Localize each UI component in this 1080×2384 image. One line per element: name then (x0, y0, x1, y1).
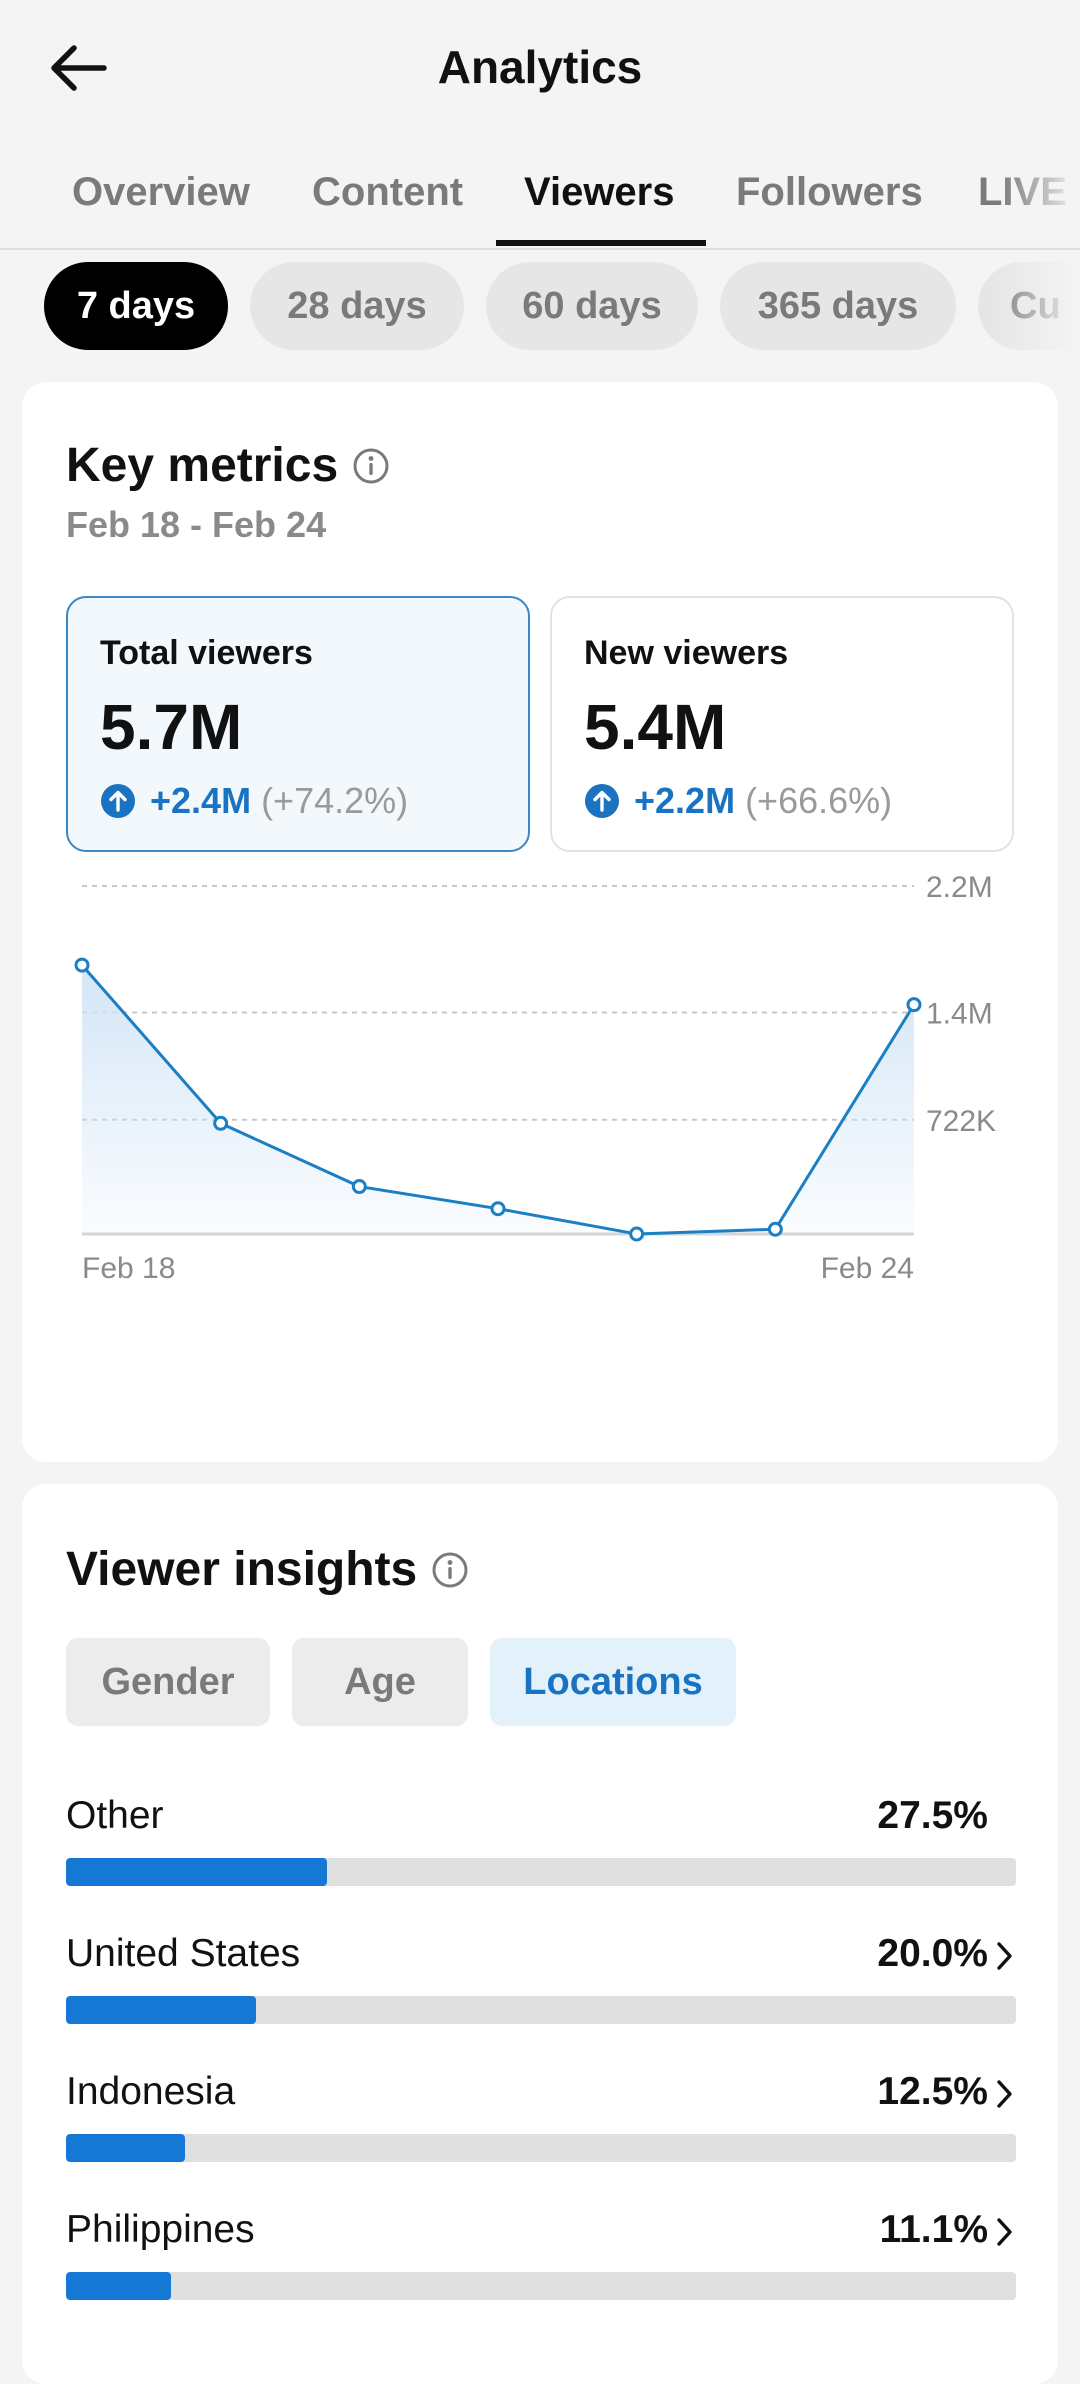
chart-data-point[interactable] (629, 1226, 645, 1242)
location-bar-track (66, 2272, 1016, 2300)
change-percent: (+74.2%) (261, 780, 409, 821)
metric-value: 5.4M (584, 691, 727, 763)
chart-area-fill (82, 965, 914, 1234)
location-percent: 20.0% (877, 1932, 988, 1975)
chart-data-point[interactable] (906, 997, 922, 1013)
insight-tab-gender[interactable]: Gender (66, 1638, 270, 1726)
range-chip-7-days[interactable]: 7 days (44, 262, 228, 350)
chart-data-point[interactable] (74, 957, 90, 973)
viewer-insights-heading: Viewer insights (66, 1542, 469, 1597)
chips-fade (990, 260, 1080, 352)
change-absolute: +2.2M (634, 780, 736, 821)
chevron-right-icon[interactable] (994, 2074, 1016, 2114)
range-chip-28-days[interactable]: 28 days (250, 262, 464, 350)
key-metrics-title: Key metrics (66, 439, 339, 492)
chart-data-point[interactable] (767, 1221, 783, 1237)
location-bar-track (66, 2134, 1016, 2162)
location-bar-fill (66, 2272, 172, 2300)
metric-label: Total viewers (100, 634, 313, 672)
x-tick-label: Feb 24 (821, 1252, 914, 1285)
tab-content[interactable]: Content (312, 170, 464, 214)
x-tick-label: Feb 18 (82, 1252, 175, 1285)
tab-overview[interactable]: Overview (72, 170, 250, 214)
change-absolute: +2.4M (150, 780, 252, 821)
info-icon[interactable] (431, 1551, 469, 1589)
location-bar-fill (66, 2134, 185, 2162)
date-range-chips: 7 days 28 days 60 days 365 days Cu (0, 260, 1080, 352)
location-bar-fill (66, 1858, 328, 1886)
location-percent: 12.5% (877, 2070, 988, 2113)
key-metrics-card: Key metrics Feb 18 - Feb 24 Total viewer… (22, 382, 1058, 1462)
info-icon[interactable] (352, 447, 390, 485)
y-tick-label: 722K (926, 1105, 996, 1138)
metric-change: +2.2M (+66.6%) (584, 780, 892, 822)
location-row[interactable]: Indonesia 12.5% (66, 2070, 1016, 2180)
back-button[interactable] (40, 36, 116, 100)
insight-tab-age[interactable]: Age (292, 1638, 468, 1726)
total-viewers-card[interactable]: Total viewers 5.7M +2.4M (+74.2%) (66, 596, 530, 852)
page-title: Analytics (437, 41, 643, 93)
location-percent: 11.1% (879, 2208, 988, 2251)
chart-data-point[interactable] (213, 1115, 229, 1131)
tab-followers[interactable]: Followers (736, 170, 923, 214)
metric-value: 5.7M (100, 691, 243, 763)
viewers-line-chart[interactable]: 722K 1.4M 2.2M Feb 18 Feb 24 (22, 872, 1058, 1402)
location-row: Other 27.5% (66, 1794, 1016, 1904)
tabs-fade (1000, 140, 1080, 248)
location-bar-fill (66, 1996, 256, 2024)
location-name: Indonesia (66, 2070, 236, 2113)
insight-tab-locations[interactable]: Locations (490, 1638, 736, 1726)
range-chip-60-days[interactable]: 60 days (486, 262, 698, 350)
chart-data-point[interactable] (490, 1201, 506, 1217)
location-row[interactable]: Philippines 11.1% (66, 2208, 1016, 2318)
change-percent: (+66.6%) (745, 780, 893, 821)
y-tick-label: 2.2M (926, 872, 993, 904)
location-bar-track (66, 1996, 1016, 2024)
chart-data-point[interactable] (351, 1179, 367, 1195)
arrow-left-icon (51, 45, 107, 91)
new-viewers-card[interactable]: New viewers 5.4M +2.2M (+66.6%) (550, 596, 1014, 852)
tab-bar: Overview Content Viewers Followers LIVE (0, 140, 1080, 250)
metric-label: New viewers (584, 634, 789, 672)
chevron-right-icon[interactable] (994, 1936, 1016, 1976)
active-tab-indicator (496, 240, 706, 246)
location-name: Other (66, 1794, 164, 1837)
arrow-up-circle-icon (585, 784, 619, 818)
location-row[interactable]: United States 20.0% (66, 1932, 1016, 2042)
location-name: United States (66, 1932, 301, 1975)
key-metrics-heading: Key metrics (66, 438, 390, 493)
location-bar-track (66, 1858, 1016, 1886)
chevron-right-icon[interactable] (994, 2212, 1016, 2252)
metric-change: +2.4M (+74.2%) (100, 780, 408, 822)
y-tick-label: 1.4M (926, 998, 993, 1031)
arrow-up-circle-icon (101, 784, 135, 818)
range-chip-365-days[interactable]: 365 days (720, 262, 956, 350)
date-range-label: Feb 18 - Feb 24 (66, 504, 327, 545)
location-percent: 27.5% (877, 1794, 988, 1837)
tab-viewers[interactable]: Viewers (524, 170, 675, 214)
app-header: Analytics (0, 0, 1080, 140)
location-name: Philippines (66, 2208, 255, 2251)
viewer-insights-title: Viewer insights (66, 1543, 418, 1596)
viewer-insights-card: Viewer insights Gender Age Locations Oth… (22, 1484, 1058, 2384)
